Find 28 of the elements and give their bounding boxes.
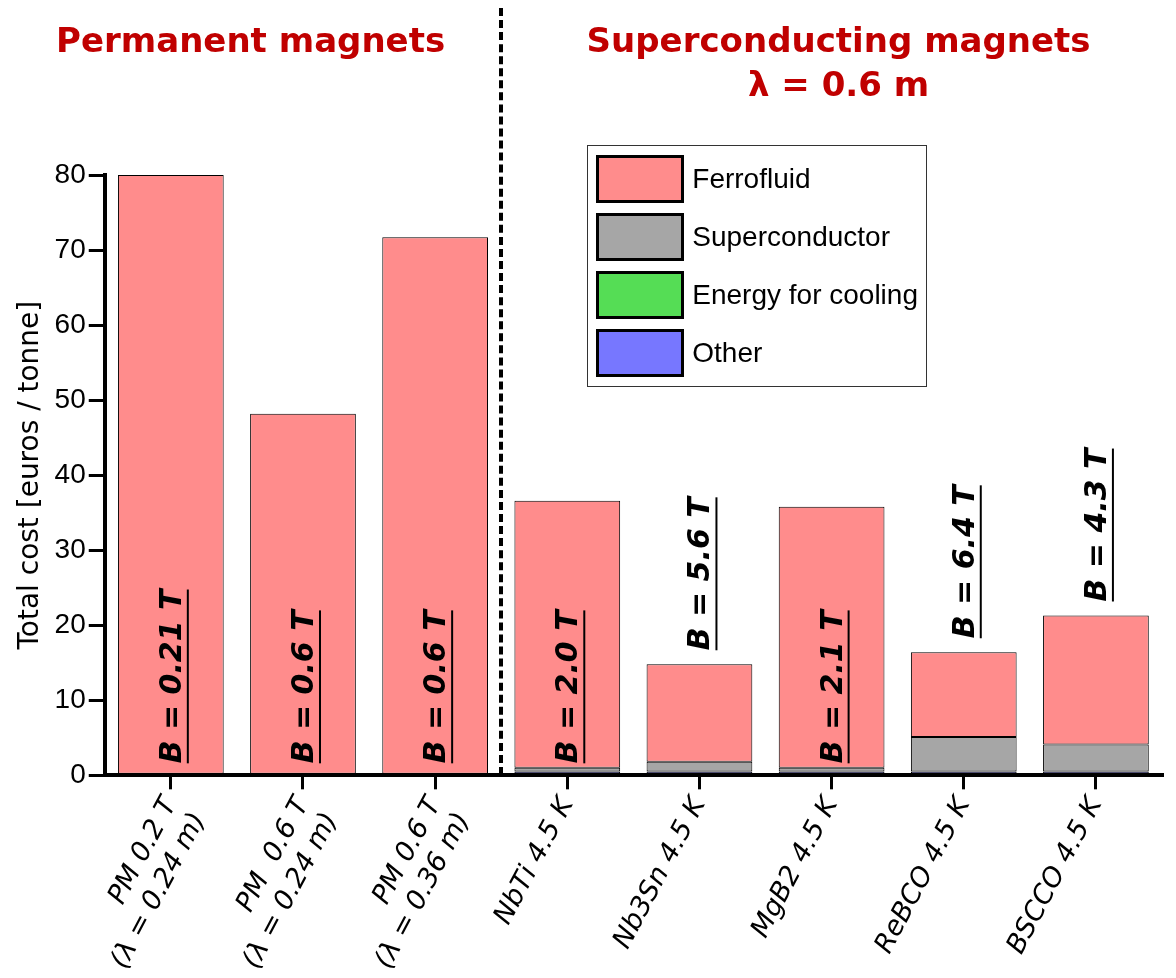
y-tick-label: 30 <box>54 532 86 564</box>
y-tick-label: 20 <box>54 607 86 639</box>
legend-label: Energy for cooling <box>692 279 918 311</box>
annotation: B = 2.1 T <box>813 607 849 764</box>
annotation: B = 0.21 T <box>152 586 188 764</box>
y-tick-label: 40 <box>54 457 86 489</box>
x-tick-label: PM 0.2 T (λ = 0.24 m) <box>100 789 211 973</box>
annotation: B = 2.0 T <box>549 607 585 764</box>
y-tick-label: 0 <box>70 758 86 790</box>
annotation: B = 4.3 T <box>1077 446 1113 602</box>
y-tick-label: 70 <box>54 232 86 264</box>
x-tick-label: PM 0.6 T (λ = 0.24 m) <box>228 789 344 973</box>
legend-label: Other <box>692 337 763 369</box>
y-tick-label: 60 <box>54 307 86 339</box>
legend-label: Superconductor <box>692 221 890 253</box>
x-tick-label: PM 0.6 T (λ = 0.36 m) <box>364 789 476 973</box>
y-tick-label: 80 <box>54 157 86 189</box>
annotation: B = 5.6 T <box>681 494 717 651</box>
chart-title: Permanent magnets <box>55 19 447 62</box>
annotation: B = 0.6 T <box>417 607 453 764</box>
annotation: B = 6.4 T <box>945 482 981 639</box>
y-tick-label: 50 <box>54 382 86 414</box>
y-axis-title: Total cost [euros / tonne] <box>12 300 46 651</box>
y-tick-label: 10 <box>54 683 86 715</box>
annotation: B = 0.6 T <box>284 607 320 764</box>
legend-label: Ferrofluid <box>692 163 811 195</box>
chart-subtitle: Superconducting magnets λ = 0.6 m <box>585 19 1092 107</box>
x-tick-label: NbTi 4.5 K <box>486 789 580 929</box>
